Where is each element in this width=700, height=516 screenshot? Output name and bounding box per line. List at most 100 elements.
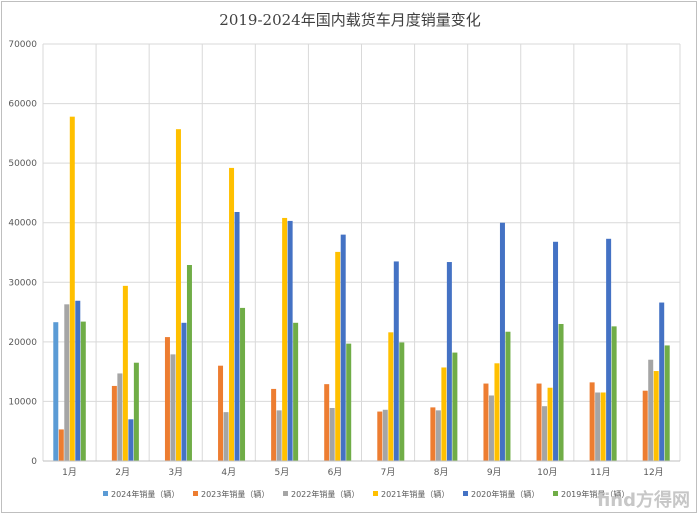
- bar: [642, 390, 648, 461]
- bar: [240, 307, 246, 461]
- bar: [430, 407, 436, 461]
- bar: [122, 285, 128, 461]
- bar: [329, 407, 335, 461]
- bar: [58, 429, 64, 461]
- legend-swatch: [193, 491, 198, 496]
- x-tick-label: 10月: [537, 467, 557, 478]
- bar: [170, 354, 176, 461]
- bar: [128, 419, 134, 461]
- y-tick-label: 40000: [8, 219, 37, 229]
- bar: [164, 337, 170, 461]
- chart-title: 2019-2024年国内载货车月度销量变化: [219, 11, 480, 29]
- x-tick-label: 11月: [590, 467, 610, 478]
- y-tick-label: 50000: [8, 159, 37, 169]
- legend-label: 2022年销量（辆）: [291, 489, 359, 499]
- bar: [553, 241, 559, 461]
- bar: [64, 304, 70, 461]
- bar: [611, 326, 617, 461]
- bar: [488, 395, 494, 461]
- y-tick-label: 60000: [8, 100, 37, 110]
- legend-swatch: [463, 491, 468, 496]
- bar: [542, 406, 548, 461]
- bar: [287, 220, 293, 461]
- legend-swatch: [373, 491, 378, 496]
- bar: [446, 262, 452, 461]
- x-axis: 1月 2月 3月 4月 5月 6月 7月 8月 9月 10月 11月 12月: [43, 460, 680, 478]
- bar: [276, 410, 282, 461]
- legend: 2024年销量（辆） 2023年销量（辆） 2022年销量（辆） 2021年销量（辆）…: [103, 489, 629, 499]
- bar: [441, 367, 447, 461]
- x-tick-label: 8月: [434, 467, 449, 478]
- y-tick-label: 30000: [8, 278, 37, 288]
- bar: [175, 129, 181, 462]
- bar: [271, 388, 277, 461]
- x-tick-label: 7月: [381, 467, 396, 478]
- bar: [494, 363, 500, 461]
- bar: [388, 332, 394, 461]
- legend-label: 2021年销量（辆）: [381, 489, 449, 499]
- bar: [382, 409, 388, 461]
- bar: [536, 383, 542, 461]
- bar: [558, 323, 564, 461]
- x-tick-label: 4月: [221, 467, 236, 478]
- bar: [648, 359, 654, 461]
- bar: [346, 343, 352, 461]
- bar: [186, 265, 192, 461]
- bar: [181, 322, 187, 461]
- bar: [393, 261, 399, 461]
- legend-label: 2020年销量（辆）: [471, 489, 539, 499]
- bar: [117, 373, 123, 461]
- x-tick-label: 3月: [168, 467, 183, 478]
- bar: [606, 238, 612, 461]
- legend-swatch: [283, 491, 288, 496]
- bar: [234, 211, 240, 461]
- legend-label: 2024年销量（辆）: [111, 489, 179, 499]
- bar: [399, 342, 405, 461]
- watermark-logo: find方得网: [597, 489, 690, 511]
- bar: [69, 116, 75, 462]
- y-axis: 0 10000 20000 30000 40000 50000 60000 70000: [8, 40, 37, 467]
- bar: [589, 382, 595, 461]
- bar: [547, 387, 553, 461]
- bar: [452, 352, 458, 461]
- bar: [223, 412, 229, 461]
- bar: [435, 410, 441, 461]
- y-tick-label: 10000: [8, 397, 37, 407]
- bar: [80, 321, 86, 461]
- bar: [664, 345, 670, 461]
- legend-swatch: [103, 491, 108, 496]
- x-tick-label: 9月: [487, 467, 502, 478]
- bar: [293, 322, 299, 461]
- chart-grid: [42, 43, 681, 462]
- bar: [335, 251, 341, 461]
- bar: [133, 362, 139, 461]
- bar: [53, 322, 59, 461]
- x-tick-label: 2月: [115, 467, 130, 478]
- x-tick-label: 6月: [328, 467, 343, 478]
- legend-swatch: [553, 491, 558, 496]
- x-tick-label: 1月: [62, 467, 77, 478]
- bar: [282, 217, 288, 461]
- bar: [111, 385, 117, 461]
- bar: [499, 222, 505, 461]
- y-tick-label: 70000: [8, 40, 37, 50]
- bars: [53, 116, 670, 462]
- bar: [75, 300, 81, 461]
- bar: [377, 411, 383, 461]
- x-tick-label: 12月: [643, 467, 663, 478]
- x-tick-label: 5月: [275, 467, 290, 478]
- y-tick-label: 20000: [8, 338, 37, 348]
- bar: [595, 392, 601, 461]
- bar: [600, 392, 606, 461]
- bar: [218, 365, 224, 461]
- bar: [483, 383, 489, 461]
- y-tick-label: 0: [31, 457, 37, 467]
- bar: [340, 234, 346, 461]
- bar: [505, 331, 511, 461]
- legend-label: 2019年销量（辆）: [561, 489, 629, 499]
- bar: [324, 384, 330, 461]
- bar: [659, 302, 665, 461]
- legend-label: 2023年销量（辆）: [201, 489, 269, 499]
